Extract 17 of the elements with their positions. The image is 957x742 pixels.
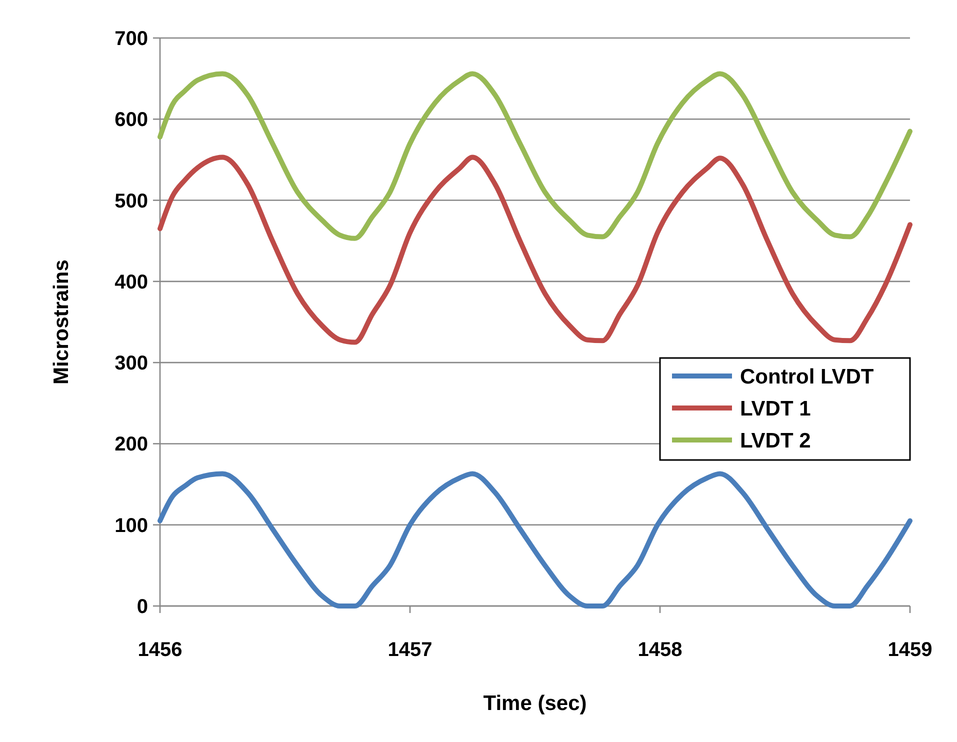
y-tick-label: 600 xyxy=(114,109,148,132)
y-tick-label: 400 xyxy=(114,271,148,294)
y-axis-title: Microstrains xyxy=(50,260,73,384)
x-tick-label: 1458 xyxy=(638,639,682,661)
legend-label: LVDT 2 xyxy=(740,429,811,452)
x-tick-label: 1456 xyxy=(138,639,182,661)
y-tick-label: 500 xyxy=(114,190,148,212)
y-tick-label: 0 xyxy=(136,596,148,618)
y-tick-label: 300 xyxy=(114,352,148,375)
legend-label: Control LVDT xyxy=(740,365,874,388)
x-tick-label: 1459 xyxy=(888,639,932,661)
y-tick-label: 100 xyxy=(114,514,148,537)
y-tick-label: 700 xyxy=(114,28,148,50)
x-axis-title: Time (sec) xyxy=(483,692,587,715)
x-tick-label: 1457 xyxy=(388,639,432,661)
legend-label: LVDT 1 xyxy=(740,397,812,420)
y-tick-label: 200 xyxy=(114,434,148,456)
